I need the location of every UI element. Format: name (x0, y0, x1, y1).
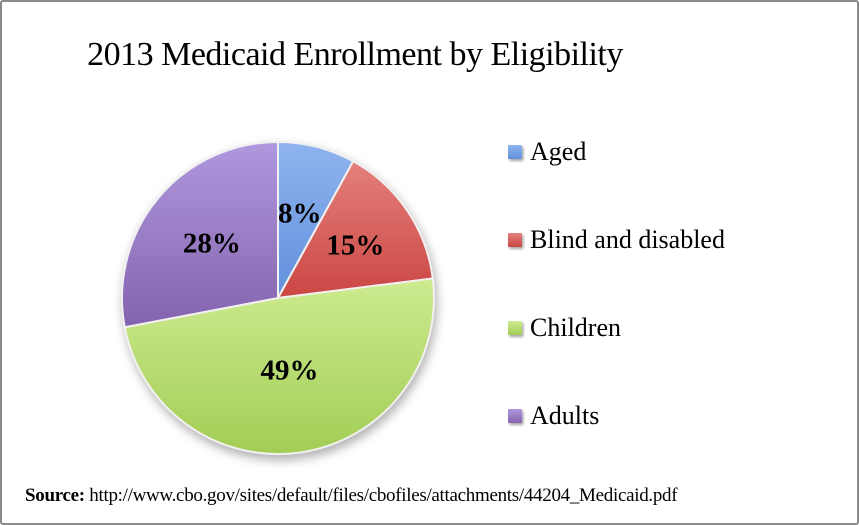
legend-marker-adults (508, 409, 522, 423)
pie-chart: 8%15% 49% 28% (121, 141, 436, 456)
legend-item-blind-and-disabled: Blind and disabled (508, 225, 725, 254)
slice-label-children: 49% (261, 354, 319, 386)
source-line: Source: http://www.cbo.gov/sites/default… (25, 485, 678, 507)
legend-item-adults: Adults (508, 401, 600, 430)
slice-label-adults: 28% (183, 227, 241, 259)
slice-label-aged: 8% (278, 197, 322, 229)
source-label: Source: (25, 485, 85, 506)
pie-slice-blind-and-disabled (277, 160, 434, 299)
slice-label-blind-and-disabled: 15% (326, 229, 384, 261)
source-url: http://www.cbo.gov/sites/default/files/c… (89, 485, 678, 506)
pie-slice-adults (121, 141, 279, 329)
chart-title: 2013 Medicaid Enrollment by Eligibility (87, 36, 623, 73)
legend-marker-blind-and-disabled (508, 233, 522, 247)
legend-marker-aged (508, 145, 522, 159)
legend-item-children: Children (508, 313, 621, 342)
legend-item-aged: Aged (508, 137, 587, 166)
legend-label-blind-and-disabled: Blind and disabled (530, 225, 725, 254)
legend-label-aged: Aged (530, 137, 587, 166)
legend-label-adults: Adults (530, 401, 600, 430)
legend-marker-children (508, 321, 522, 335)
pie-slice-children (123, 277, 436, 456)
legend-label-children: Children (530, 313, 621, 342)
